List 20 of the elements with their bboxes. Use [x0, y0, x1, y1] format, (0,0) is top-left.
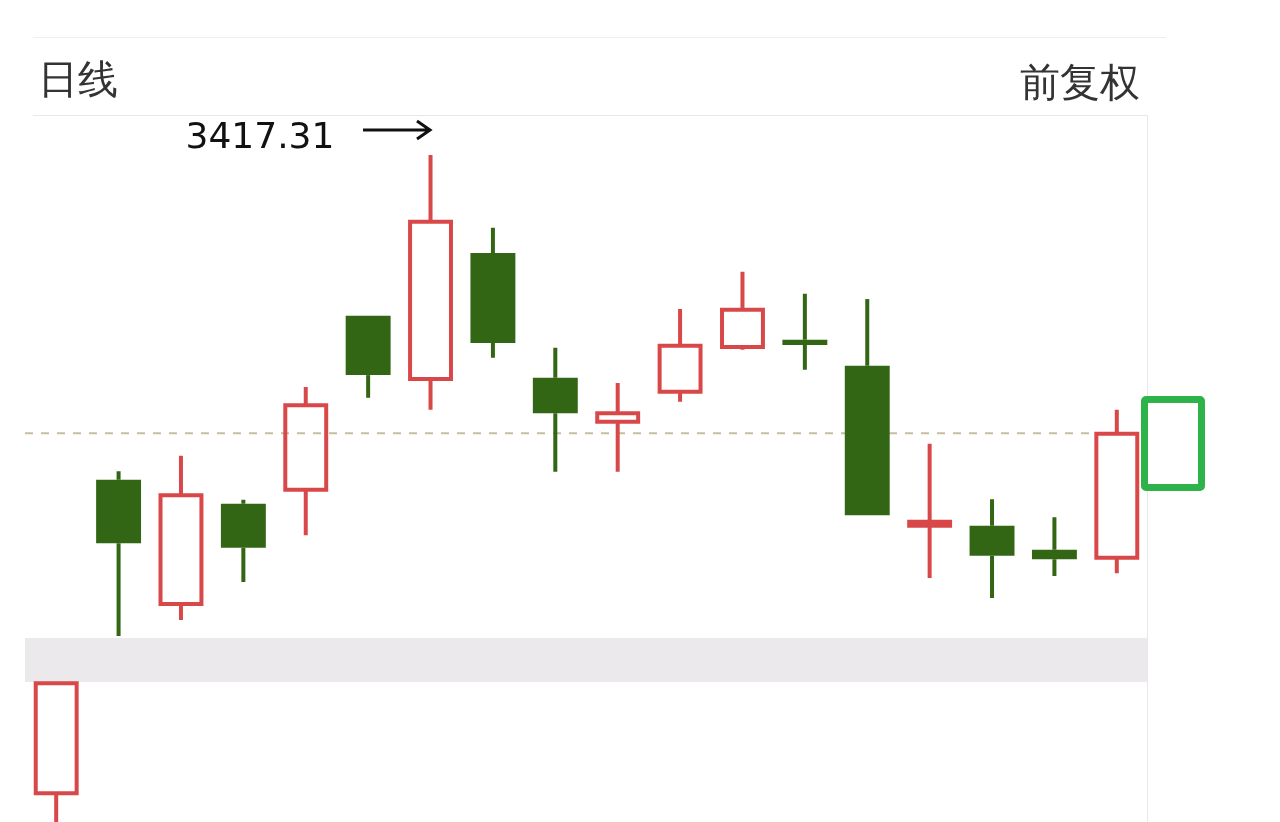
- candlestick: [782, 293, 828, 370]
- candlestick: [1094, 409, 1140, 574]
- chart-subtitle: 前复权: [1020, 58, 1140, 107]
- candlestick: [33, 681, 79, 822]
- candlestick: [158, 455, 204, 620]
- candlestick: [1031, 517, 1077, 576]
- candlestick: [844, 299, 890, 516]
- candlestick: [657, 309, 703, 402]
- candlestick: [283, 387, 329, 536]
- annotation: 3417.31: [185, 115, 335, 156]
- candlestick: [969, 499, 1015, 598]
- candlestick: [532, 347, 578, 472]
- candlestick: [220, 499, 266, 582]
- chart-title: 日线: [38, 55, 118, 104]
- candlestick: [595, 383, 641, 472]
- candlestick: [907, 443, 953, 578]
- candlestick: [720, 271, 765, 350]
- candlestick: [470, 227, 516, 358]
- candlestick: [96, 471, 142, 636]
- candlestick: [408, 155, 453, 410]
